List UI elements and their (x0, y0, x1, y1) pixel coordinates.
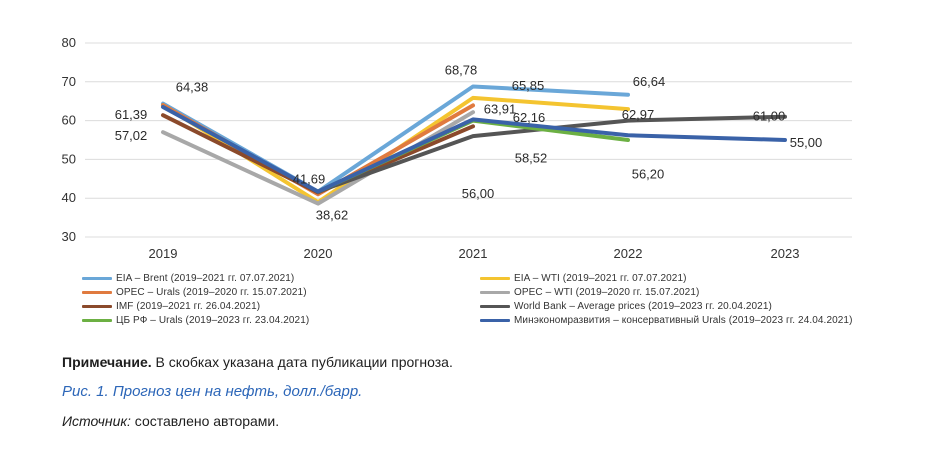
legend-swatch (480, 304, 510, 308)
x-tick-label: 2023 (771, 246, 800, 261)
y-tick-label: 60 (62, 113, 76, 128)
legend-item: EIA – Brent (2019–2021 гг. 07.07.2021) (82, 271, 294, 285)
data-label: 57,02 (115, 128, 148, 143)
legend-label: EIA – WTI (2019–2021 гг. 07.07.2021) (514, 272, 687, 284)
x-axis-ticks: 2019 2020 2021 2022 2023 (149, 246, 800, 261)
y-tick-label: 80 (62, 35, 76, 50)
legend-item: EIA – WTI (2019–2021 гг. 07.07.2021) (480, 271, 687, 285)
data-label: 68,78 (445, 63, 478, 78)
data-label: 66,64 (633, 74, 666, 89)
data-label: 62,16 (513, 110, 546, 125)
data-label: 41,69 (293, 172, 326, 187)
data-label: 38,62 (316, 208, 349, 223)
note-text: Примечание. В скобках указана дата публи… (62, 354, 453, 370)
data-label: 62,97 (622, 107, 655, 122)
legend-item: OPEC – WTI (2019–2020 гг. 15.07.2021) (480, 285, 699, 299)
legend-swatch (82, 304, 112, 308)
data-labels: 64,38 61,39 57,02 41,69 38,62 68,78 65,85 63,91… (115, 63, 823, 223)
y-tick-label: 30 (62, 229, 76, 244)
legend-label: Минэкономразвития – консервативный Urals… (514, 314, 853, 326)
source-body: составлено авторами. (130, 413, 280, 429)
series-lines (161, 84, 787, 206)
legend-item: Минэкономразвития – консервативный Urals… (480, 313, 853, 327)
legend-swatch (82, 290, 112, 294)
legend-label: IMF (2019–2021 гг. 26.04.2021) (116, 300, 261, 312)
note-label: Примечание. (62, 354, 152, 370)
legend-label: OPEC – WTI (2019–2020 гг. 15.07.2021) (514, 286, 700, 298)
source-text: Источник: составлено авторами. (62, 413, 279, 429)
series-line-7 (161, 105, 787, 194)
data-label: 64,38 (176, 80, 209, 95)
data-label: 63,91 (484, 101, 517, 116)
x-tick-label: 2019 (149, 246, 178, 261)
data-label: 56,00 (462, 186, 495, 201)
y-tick-label: 70 (62, 74, 76, 89)
data-label: 56,20 (632, 166, 665, 181)
legend-swatch (480, 318, 510, 322)
x-tick-label: 2022 (614, 246, 643, 261)
legend-swatch (480, 290, 510, 294)
source-label: Источник: (62, 413, 131, 429)
data-label: 65,85 (512, 78, 545, 93)
legend-item: IMF (2019–2021 гг. 26.04.2021) (82, 299, 260, 313)
legend-label: World Bank – Average prices (2019–2023 г… (514, 300, 772, 312)
legend-swatch (82, 276, 112, 280)
data-label: 58,52 (515, 150, 548, 165)
legend-label: ЦБ РФ – Urals (2019–2023 гг. 23.04.2021) (116, 314, 310, 326)
y-axis-ticks: 30 40 50 60 70 80 (62, 35, 76, 244)
note-body: В скобках указана дата публикации прогно… (151, 354, 453, 370)
legend-item: OPEC – Urals (2019–2020 гг. 15.07.2021) (82, 285, 307, 299)
y-tick-label: 50 (62, 151, 76, 166)
data-label: 61,00 (753, 109, 786, 124)
figure-caption: Рис. 1. Прогноз цен на нефть, долл./барр… (62, 383, 363, 400)
x-tick-label: 2020 (304, 246, 333, 261)
y-tick-label: 40 (62, 190, 76, 205)
legend-swatch (82, 318, 112, 322)
x-tick-label: 2021 (459, 246, 488, 261)
data-label: 61,39 (115, 107, 148, 122)
legend-item: ЦБ РФ – Urals (2019–2023 гг. 23.04.2021) (82, 313, 309, 327)
legend-item: World Bank – Average prices (2019–2023 г… (480, 299, 772, 313)
grid-lines (85, 42, 852, 238)
legend-label: EIA – Brent (2019–2021 гг. 07.07.2021) (116, 272, 295, 284)
legend-label: OPEC – Urals (2019–2020 гг. 15.07.2021) (116, 286, 307, 298)
data-label: 55,00 (790, 135, 823, 150)
legend-swatch (480, 276, 510, 280)
